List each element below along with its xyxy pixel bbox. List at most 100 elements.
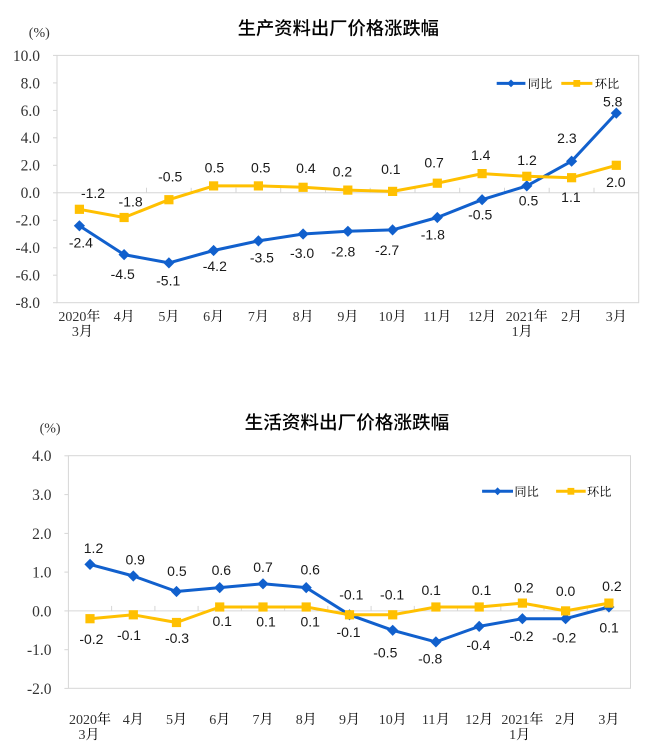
svg-text:1.4: 1.4 — [471, 147, 491, 163]
svg-text:10: 10 — [379, 310, 393, 325]
svg-text:3: 3 — [606, 310, 613, 325]
svg-text:-0.4: -0.4 — [466, 637, 490, 653]
svg-text:5.8: 5.8 — [603, 94, 623, 110]
svg-text:-4.2: -4.2 — [203, 258, 227, 274]
svg-text:0.1: 0.1 — [212, 613, 232, 629]
svg-text:-3.5: -3.5 — [250, 250, 274, 266]
svg-text:11: 11 — [423, 310, 436, 325]
svg-text:2.0: 2.0 — [606, 174, 626, 190]
svg-text:0.1: 0.1 — [256, 613, 276, 629]
svg-text:6.0: 6.0 — [21, 103, 41, 120]
svg-text:0.6: 0.6 — [212, 562, 232, 578]
svg-text:3: 3 — [72, 325, 79, 340]
svg-text:9: 9 — [339, 713, 346, 728]
svg-text:-0.3: -0.3 — [165, 630, 189, 646]
svg-text:-3.0: -3.0 — [290, 245, 314, 261]
svg-text:10: 10 — [379, 713, 393, 728]
svg-text:5: 5 — [158, 310, 165, 325]
svg-text:-2.0: -2.0 — [15, 213, 40, 230]
svg-text:12: 12 — [468, 310, 482, 325]
svg-text:-0.1: -0.1 — [380, 587, 404, 603]
svg-text:-0.1: -0.1 — [336, 624, 360, 640]
svg-text:6: 6 — [209, 713, 216, 728]
svg-text:-1.2: -1.2 — [81, 185, 105, 201]
svg-text:0.1: 0.1 — [421, 582, 441, 598]
svg-text:2021: 2021 — [506, 310, 534, 325]
svg-text:-2.0: -2.0 — [27, 681, 52, 698]
svg-text:-1.8: -1.8 — [119, 194, 143, 210]
svg-text:10.0: 10.0 — [13, 48, 40, 65]
svg-text:1.2: 1.2 — [517, 152, 537, 168]
svg-text:(%): (%) — [40, 422, 61, 437]
svg-text:-5.1: -5.1 — [156, 272, 180, 288]
svg-text:0.2: 0.2 — [602, 578, 622, 594]
svg-text:2021: 2021 — [501, 713, 529, 728]
svg-text:2020: 2020 — [69, 713, 97, 728]
svg-text:0.0: 0.0 — [32, 603, 52, 620]
svg-text:0.0: 0.0 — [21, 185, 41, 202]
svg-text:0.5: 0.5 — [167, 563, 187, 579]
svg-text:-2.7: -2.7 — [375, 242, 399, 258]
svg-text:-0.2: -0.2 — [552, 629, 576, 645]
svg-text:-0.5: -0.5 — [158, 168, 182, 184]
svg-text:2: 2 — [555, 713, 562, 728]
svg-text:8.0: 8.0 — [21, 75, 41, 92]
svg-text:0.9: 0.9 — [125, 551, 145, 567]
svg-text:1.0: 1.0 — [32, 565, 52, 582]
svg-text:0.0: 0.0 — [556, 583, 576, 599]
svg-text:0.7: 0.7 — [253, 559, 273, 575]
svg-text:3.0: 3.0 — [32, 487, 52, 504]
svg-text:4.0: 4.0 — [32, 448, 52, 465]
svg-text:3: 3 — [79, 728, 86, 743]
svg-text:2.3: 2.3 — [557, 130, 577, 146]
svg-text:7: 7 — [248, 310, 255, 325]
svg-text:-2.8: -2.8 — [331, 244, 355, 260]
svg-text:4: 4 — [114, 310, 121, 325]
svg-text:-4.5: -4.5 — [111, 266, 135, 282]
svg-text:4.0: 4.0 — [21, 130, 41, 147]
svg-text:-0.1: -0.1 — [339, 587, 363, 603]
svg-text:-1.0: -1.0 — [27, 642, 52, 659]
svg-text:0.6: 0.6 — [300, 562, 320, 578]
svg-text:0.1: 0.1 — [381, 161, 401, 177]
svg-text:2020: 2020 — [58, 310, 86, 325]
svg-text:9: 9 — [337, 310, 344, 325]
svg-text:1.2: 1.2 — [84, 540, 104, 556]
svg-text:4: 4 — [123, 713, 130, 728]
svg-text:-8.0: -8.0 — [15, 295, 40, 312]
svg-text:0.1: 0.1 — [300, 613, 320, 629]
svg-text:3: 3 — [598, 713, 605, 728]
svg-text:-0.2: -0.2 — [79, 631, 103, 647]
svg-text:1: 1 — [509, 728, 516, 743]
svg-text:11: 11 — [422, 713, 435, 728]
svg-text:7: 7 — [253, 713, 260, 728]
svg-text:-0.8: -0.8 — [418, 651, 442, 667]
svg-text:-2.4: -2.4 — [69, 234, 93, 250]
svg-text:-1.8: -1.8 — [421, 227, 445, 243]
svg-text:-4.0: -4.0 — [15, 240, 40, 257]
svg-text:0.5: 0.5 — [519, 193, 539, 209]
svg-text:2.0: 2.0 — [32, 526, 52, 543]
svg-text:8: 8 — [293, 310, 300, 325]
svg-text:5: 5 — [166, 713, 173, 728]
svg-text:2: 2 — [561, 310, 568, 325]
svg-text:0.7: 0.7 — [424, 154, 444, 170]
svg-text:0.2: 0.2 — [333, 163, 353, 179]
svg-text:2.0: 2.0 — [21, 158, 41, 175]
svg-text:1: 1 — [512, 325, 519, 340]
svg-text:1.1: 1.1 — [561, 189, 581, 205]
svg-text:0.1: 0.1 — [599, 619, 619, 635]
svg-text:0.5: 0.5 — [205, 160, 225, 176]
svg-text:8: 8 — [296, 713, 303, 728]
svg-text:-6.0: -6.0 — [15, 268, 40, 285]
svg-text:-0.1: -0.1 — [117, 627, 141, 643]
svg-text:-0.2: -0.2 — [509, 628, 533, 644]
svg-text:0.5: 0.5 — [251, 160, 271, 176]
svg-text:0.4: 0.4 — [296, 160, 316, 176]
svg-text:6: 6 — [203, 310, 210, 325]
svg-text:0.2: 0.2 — [514, 580, 534, 596]
svg-text:-0.5: -0.5 — [468, 206, 492, 222]
svg-text:-0.5: -0.5 — [373, 644, 397, 660]
svg-text:0.1: 0.1 — [472, 582, 492, 598]
svg-text:(%): (%) — [29, 26, 50, 41]
